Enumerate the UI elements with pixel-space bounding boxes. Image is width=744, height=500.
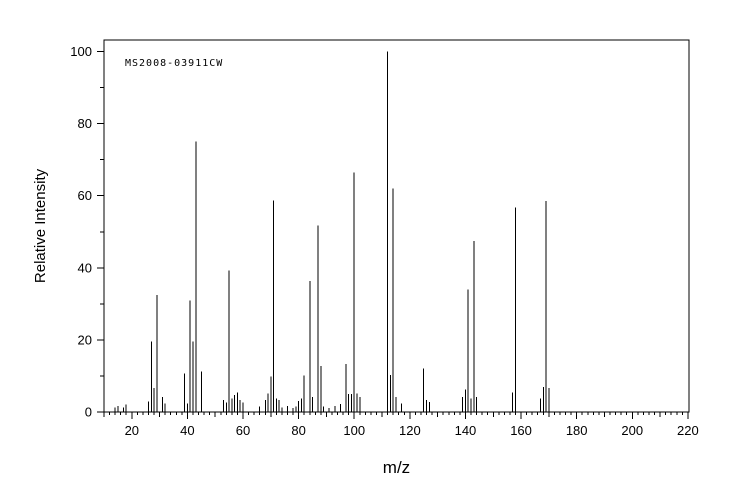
x-tick-label: 180 — [566, 423, 588, 438]
y-tick-label: 60 — [78, 188, 92, 203]
x-tick-label: 220 — [677, 423, 699, 438]
x-tick-label: 100 — [343, 423, 365, 438]
y-tick-label: 0 — [85, 405, 92, 420]
y-tick-label: 40 — [78, 260, 92, 275]
y-tick-label: 100 — [70, 44, 92, 59]
x-tick-label: 80 — [291, 423, 305, 438]
x-tick-label: 40 — [180, 423, 194, 438]
y-axis-title: Relative Intensity — [32, 168, 49, 283]
y-tick-label: 80 — [78, 116, 92, 131]
x-tick-label: 160 — [510, 423, 532, 438]
x-tick-label: 20 — [125, 423, 139, 438]
x-tick-label: 120 — [399, 423, 421, 438]
plot-frame — [103, 39, 690, 413]
x-tick-label: 200 — [621, 423, 643, 438]
y-tick-label: 20 — [78, 332, 92, 347]
x-tick-label: 140 — [455, 423, 477, 438]
x-axis-title: m/z — [383, 458, 410, 477]
x-tick-label: 60 — [236, 423, 250, 438]
spectrum-id-annotation: MS2008-03911CW — [125, 58, 223, 69]
